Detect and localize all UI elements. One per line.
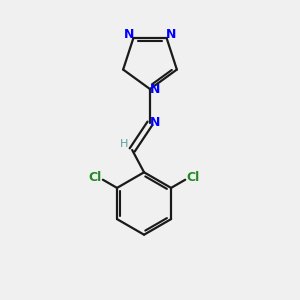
Text: N: N	[124, 28, 134, 41]
Text: N: N	[150, 83, 161, 96]
Text: H: H	[120, 139, 128, 149]
Text: Cl: Cl	[186, 171, 199, 184]
Text: N: N	[166, 28, 176, 41]
Text: Cl: Cl	[89, 171, 102, 184]
Text: N: N	[150, 116, 160, 129]
